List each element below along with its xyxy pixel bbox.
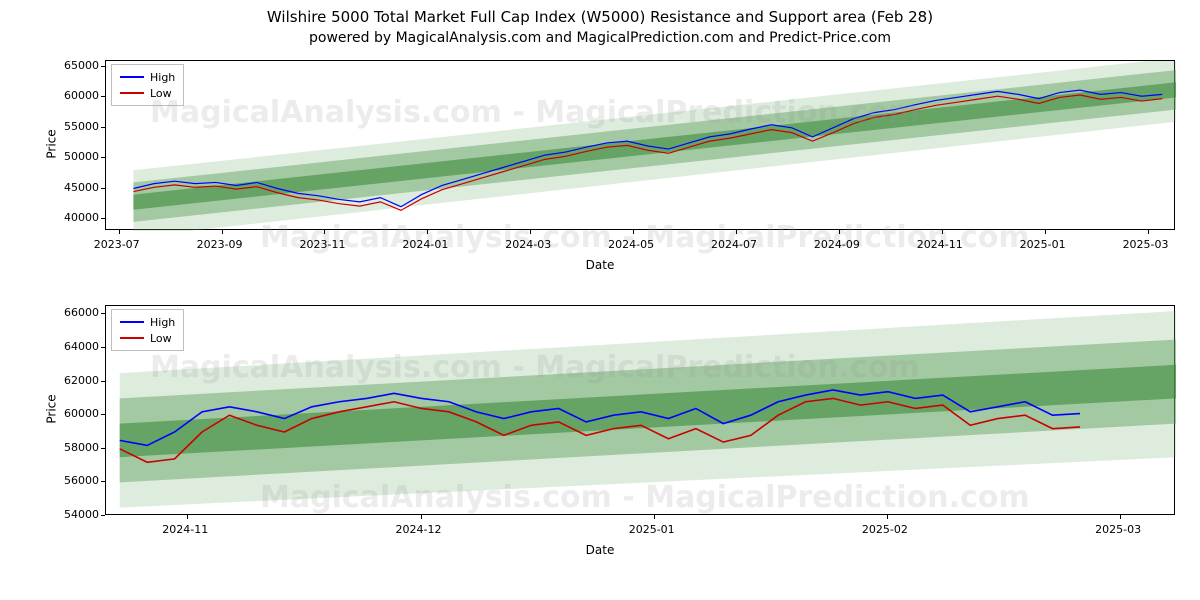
ytick-label: 62000 xyxy=(64,374,99,387)
chart2-legend: High Low xyxy=(111,309,184,351)
ytick-label: 64000 xyxy=(64,340,99,353)
xtick-label: 2024-12 xyxy=(396,523,442,536)
ytick-label: 56000 xyxy=(64,474,99,487)
legend-line-high xyxy=(120,76,144,78)
legend-line-low xyxy=(120,337,144,339)
xtick-label: 2024-07 xyxy=(711,238,757,251)
xtick-label: 2024-11 xyxy=(162,523,208,536)
xtick-label: 2024-09 xyxy=(814,238,860,251)
xtick-label: 2024-01 xyxy=(402,238,448,251)
legend-label-high: High xyxy=(150,71,175,84)
chart1-xlabel: Date xyxy=(0,258,1200,272)
xtick-label: 2025-02 xyxy=(862,523,908,536)
legend-line-low xyxy=(120,92,144,94)
xtick-label: 2023-09 xyxy=(197,238,243,251)
ytick-label: 45000 xyxy=(64,181,99,194)
chart2-plot-area xyxy=(105,305,1175,515)
xtick-label: 2024-11 xyxy=(917,238,963,251)
ytick-label: 40000 xyxy=(64,211,99,224)
xtick-label: 2025-03 xyxy=(1095,523,1141,536)
chart2-xlabel: Date xyxy=(0,543,1200,557)
ytick-label: 65000 xyxy=(64,59,99,72)
ytick-label: 60000 xyxy=(64,407,99,420)
ytick-label: 54000 xyxy=(64,508,99,521)
ytick-label: 58000 xyxy=(64,441,99,454)
chart1-legend: High Low xyxy=(111,64,184,106)
xtick-label: 2023-11 xyxy=(299,238,345,251)
xtick-label: 2025-03 xyxy=(1123,238,1169,251)
legend-label-low: Low xyxy=(150,87,172,100)
chart-title: Wilshire 5000 Total Market Full Cap Inde… xyxy=(0,8,1200,26)
xtick-label: 2025-01 xyxy=(629,523,675,536)
ytick-label: 66000 xyxy=(64,306,99,319)
chart1-ylabel: Price xyxy=(45,129,59,158)
ytick-label: 60000 xyxy=(64,89,99,102)
chart2-ylabel: Price xyxy=(45,394,59,423)
chart1-plot-area xyxy=(105,60,1175,230)
legend-line-high xyxy=(120,321,144,323)
ytick-label: 50000 xyxy=(64,150,99,163)
legend-label-low: Low xyxy=(150,332,172,345)
xtick-label: 2024-03 xyxy=(505,238,551,251)
chart-subtitle: powered by MagicalAnalysis.com and Magic… xyxy=(0,30,1200,46)
legend-label-high: High xyxy=(150,316,175,329)
xtick-label: 2023-07 xyxy=(94,238,140,251)
ytick-label: 55000 xyxy=(64,120,99,133)
xtick-label: 2025-01 xyxy=(1020,238,1066,251)
xtick-label: 2024-05 xyxy=(608,238,654,251)
